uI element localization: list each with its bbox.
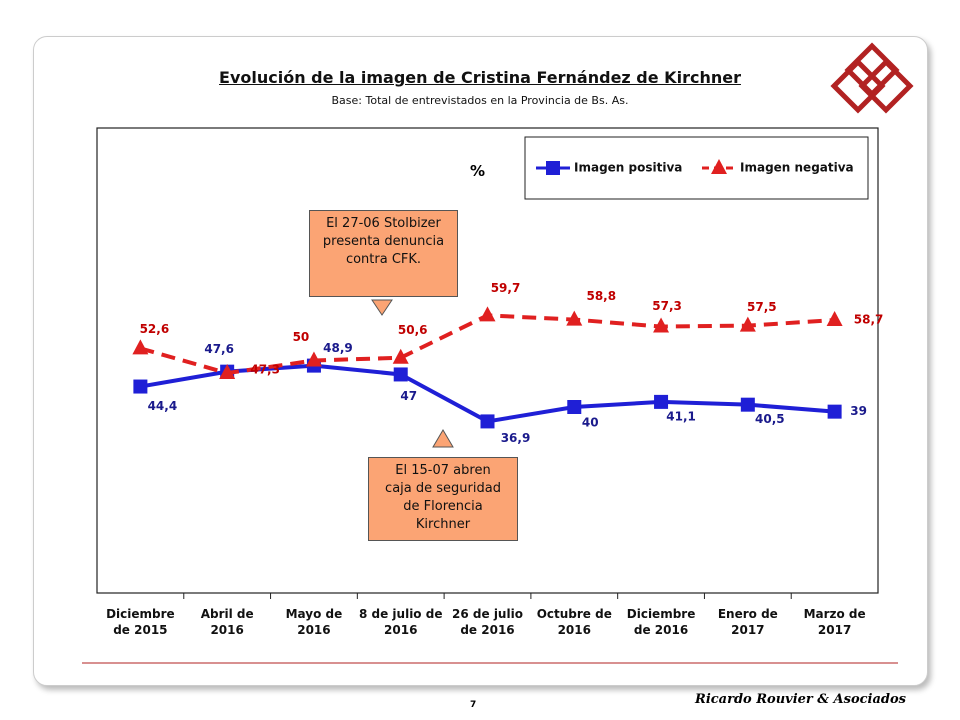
chart-subtitle: Base: Total de entrevistados en la Provi…: [331, 94, 629, 107]
data-label: 57,3: [652, 299, 682, 313]
data-label: 58,7: [854, 313, 884, 327]
arrow-up: [432, 429, 454, 448]
data-point: [740, 397, 755, 412]
unit-label: %: [470, 162, 486, 180]
x-tick-label: Abril de 2016: [200, 607, 254, 637]
x-tick-label: Diciembre de 2016: [626, 607, 696, 637]
data-point: [133, 379, 148, 394]
legend-marker: [546, 161, 560, 175]
data-label: 50,6: [398, 323, 428, 337]
data-label: 57,5: [747, 300, 777, 314]
data-label: 58,8: [586, 289, 616, 303]
data-label: 48,9: [323, 341, 353, 355]
legend-label: Imagen negativa: [740, 161, 854, 175]
data-label: 36,9: [501, 431, 531, 445]
x-tick-label: 8 de julio de 2016: [358, 607, 443, 637]
data-label: 40,5: [755, 412, 785, 426]
annotation: El 27-06 Stolbizer presenta denuncia con…: [309, 210, 458, 297]
x-tick-label: Enero de 2017: [717, 607, 778, 637]
data-point: [567, 400, 582, 414]
data-label: 40: [582, 416, 599, 430]
data-point: [826, 311, 843, 327]
data-label: 41,1: [666, 409, 696, 423]
data-label: 47,6: [204, 342, 234, 356]
x-tick-label: Octubre de 2016: [536, 607, 612, 637]
data-label: 59,7: [491, 281, 521, 295]
data-point: [392, 348, 409, 364]
data-label: 44,4: [148, 399, 178, 413]
x-tick-label: Marzo de 2017: [803, 607, 866, 637]
data-point: [479, 306, 496, 322]
data-point: [827, 404, 842, 419]
chart-title: Evolución de la imagen de Cristina Ferná…: [219, 68, 741, 87]
x-tick-label: Mayo de 2016: [285, 607, 343, 637]
page-number: 7: [470, 700, 477, 710]
logo: [830, 42, 914, 114]
legend-marker: [711, 159, 727, 174]
data-point: [219, 364, 236, 380]
data-label: 47: [400, 389, 417, 403]
data-label: 47,3: [250, 363, 280, 377]
data-point: [653, 317, 670, 333]
data-point: [480, 414, 495, 429]
annotation: El 15-07 abren caja de seguridad de Flor…: [368, 457, 518, 541]
arrow-down: [371, 299, 393, 316]
data-label: 52,6: [140, 322, 170, 336]
data-label: 39: [850, 404, 867, 418]
x-tick-label: 26 de julio de 2016: [452, 607, 523, 637]
data-point: [132, 339, 149, 355]
x-tick-label: Diciembre de 2015: [106, 607, 175, 637]
footer: Ricardo Rouvier & Asociados: [695, 692, 906, 707]
data-point: [305, 351, 322, 367]
data-point: [654, 394, 669, 409]
data-point: [393, 367, 408, 382]
legend-box: [524, 136, 869, 200]
data-label: 50: [293, 330, 310, 344]
data-point: [566, 310, 583, 326]
data-point: [739, 316, 756, 332]
legend-label: Imagen positiva: [574, 161, 682, 175]
